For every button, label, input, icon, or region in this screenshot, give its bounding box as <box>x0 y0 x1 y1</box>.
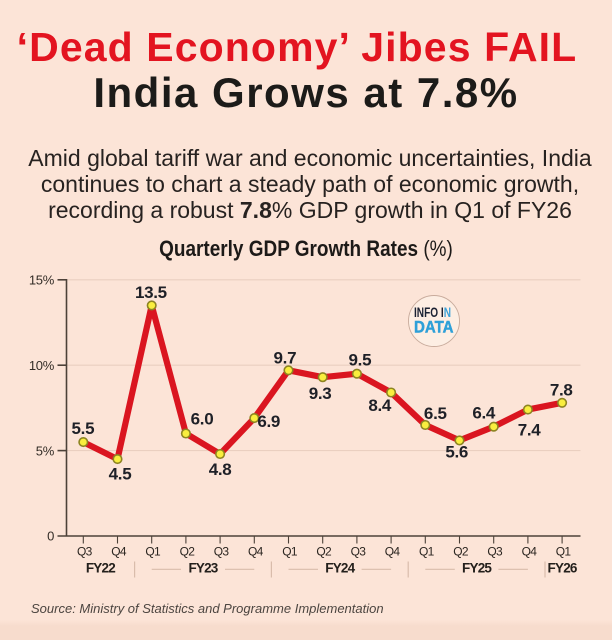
svg-text:FY25: FY25 <box>462 560 492 575</box>
svg-text:Q1: Q1 <box>145 545 161 559</box>
svg-text:15%: 15% <box>29 273 55 288</box>
svg-text:Q1: Q1 <box>419 545 435 559</box>
svg-text:Q3: Q3 <box>351 545 367 559</box>
svg-text:5.5: 5.5 <box>72 419 95 438</box>
svg-text:6.9: 6.9 <box>257 412 280 431</box>
svg-text:5.6: 5.6 <box>445 443 468 462</box>
svg-text:9.5: 9.5 <box>349 350 372 369</box>
svg-text:8.4: 8.4 <box>368 396 392 415</box>
svg-text:Q1: Q1 <box>282 545 298 559</box>
svg-text:Q4: Q4 <box>248 545 264 559</box>
svg-text:Q2: Q2 <box>453 545 469 559</box>
svg-text:9.3: 9.3 <box>309 384 332 403</box>
svg-text:13.5: 13.5 <box>135 283 167 302</box>
svg-text:DATA: DATA <box>414 318 454 337</box>
svg-text:Q3: Q3 <box>487 545 503 559</box>
svg-text:7.4: 7.4 <box>518 421 542 440</box>
svg-text:Q4: Q4 <box>111 545 127 559</box>
svg-text:Q4: Q4 <box>522 545 538 559</box>
svg-text:10%: 10% <box>29 358 55 373</box>
svg-text:FY24: FY24 <box>325 560 355 575</box>
svg-text:Q3: Q3 <box>77 545 93 559</box>
svg-text:FY23: FY23 <box>188 560 218 575</box>
svg-text:Q2: Q2 <box>316 545 332 559</box>
svg-text:4.5: 4.5 <box>109 465 132 484</box>
svg-text:FY26: FY26 <box>548 560 578 575</box>
svg-text:9.7: 9.7 <box>274 348 297 367</box>
svg-text:Q1: Q1 <box>556 545 572 559</box>
svg-text:Q2: Q2 <box>180 545 196 559</box>
svg-text:6.5: 6.5 <box>424 404 447 423</box>
svg-text:Q4: Q4 <box>385 545 401 559</box>
svg-text:6.4: 6.4 <box>472 403 496 422</box>
svg-text:0: 0 <box>47 528 54 543</box>
svg-text:INFO IN: INFO IN <box>414 305 451 320</box>
svg-text:FY22: FY22 <box>86 560 115 575</box>
svg-text:7.8: 7.8 <box>550 380 573 399</box>
svg-text:Q3: Q3 <box>214 545 230 559</box>
svg-text:5%: 5% <box>36 443 55 458</box>
svg-text:4.8: 4.8 <box>209 460 232 479</box>
svg-text:6.0: 6.0 <box>191 409 214 428</box>
